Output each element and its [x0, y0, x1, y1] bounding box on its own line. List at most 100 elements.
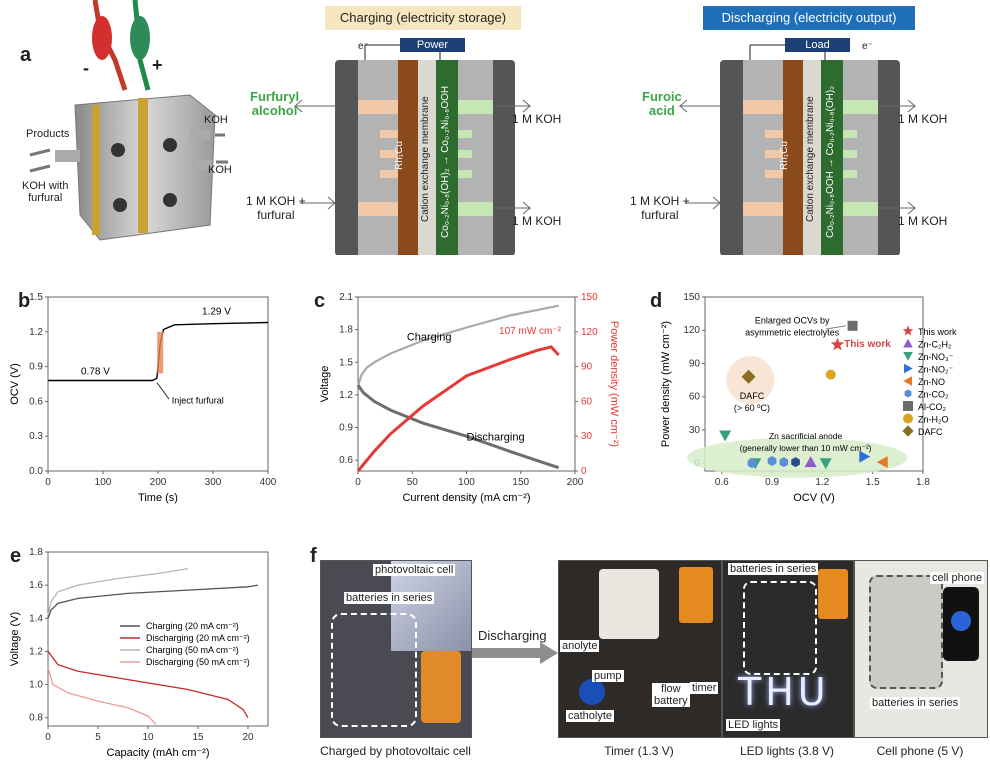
- sign-minus: -: [83, 58, 89, 78]
- inject-pointer: [156, 382, 170, 400]
- thu-led-text: THU: [738, 670, 830, 714]
- annotation-inject: Inject furfural: [172, 396, 224, 406]
- x-axis-label: OCV (V): [793, 492, 835, 504]
- scatter-point: [859, 450, 871, 463]
- charging-header: Charging (electricity storage): [325, 6, 521, 30]
- annotation-107: 107 mW cm⁻²: [499, 326, 562, 337]
- y2-tick-label: 120: [581, 327, 598, 338]
- scatter-point: [747, 458, 757, 469]
- legend-label: Zn-NO: [918, 377, 945, 387]
- scatter-point: [741, 369, 756, 384]
- out-koh-2: 1 M KOH: [512, 214, 562, 228]
- x-axis-label: Current density (mA cm⁻²): [402, 492, 530, 504]
- y-axis-label: Voltage: [319, 366, 331, 403]
- series-line-3: [47, 667, 157, 725]
- series-line-1: [47, 651, 249, 719]
- y-axis-label: Voltage (V): [9, 612, 21, 666]
- panel-label-c: c: [314, 290, 326, 312]
- enlarged-pointer: [825, 325, 846, 330]
- power-box: Power: [400, 38, 465, 52]
- y2-axis-label: Power density (mW cm⁻²): [608, 321, 620, 447]
- anode-label-discharging: Co₀.₂Ni₀.₈OOH → Co₀.₂Ni₀.₈(OH)₂: [825, 85, 836, 238]
- caption-photovoltaic: Charged by photovoltaic cell: [320, 744, 471, 758]
- label-timer: timer: [690, 682, 719, 694]
- series-line-0: [47, 584, 259, 619]
- x-tick-label: 5: [95, 732, 101, 743]
- legend-label: Zn-C₂H₂: [918, 340, 952, 350]
- y-tick-label: 0.3: [29, 431, 43, 442]
- legend-label: Zn-CO₂: [918, 390, 949, 400]
- legend-marker: [903, 352, 913, 361]
- y-axis-label: OCV (V): [9, 363, 21, 405]
- panel-label-d: d: [650, 290, 663, 312]
- legend-label: Discharging (50 mA cm⁻²): [146, 657, 250, 667]
- y-tick-label: 2.1: [339, 292, 353, 303]
- load-box: Load: [785, 38, 850, 52]
- legend-label: This work: [918, 327, 957, 337]
- x-tick-label: 150: [512, 477, 529, 488]
- photo-cellphone: [854, 560, 988, 738]
- y-tick-label: 1.4: [29, 613, 43, 624]
- y2-tick-label: 150: [581, 292, 598, 303]
- scatter-point: [819, 458, 832, 470]
- charging-schematic: [293, 44, 532, 255]
- y-tick-label: 0.8: [29, 713, 43, 724]
- out-koh-1: 1 M KOH: [512, 112, 562, 126]
- annotation-078: 0.78 V: [81, 367, 110, 378]
- chart-e: 0 5 10 15 20 0.8 1.0 1.2 1.4 1.6 1.8 Capacity (mAh …: [9, 547, 269, 759]
- y-tick-label: 0.9: [339, 423, 353, 434]
- label-catholyte: catholyte: [566, 710, 615, 722]
- caption-cellphone: Cell phone (5 V): [876, 744, 964, 758]
- anode-label-charging: Co₀.₂Ni₀.₈(OH)₂ → Co₀.₂Ni₀.₈OOH: [440, 85, 451, 238]
- y-tick-label: 1.8: [339, 325, 353, 336]
- photo-timer: [558, 560, 722, 738]
- legend-marker: [903, 338, 913, 348]
- y-tick-label: 30: [689, 425, 701, 436]
- legend-label: Zn-H₂O: [918, 415, 949, 425]
- x-tick-label: 10: [142, 732, 154, 743]
- annotation-dafc: DAFC (> 60 ºC): [734, 391, 770, 413]
- axes-frame: [357, 296, 576, 472]
- label-discharging-arrow: Discharging: [478, 628, 547, 643]
- x-tick-label: 15: [192, 732, 204, 743]
- y-axis-label: Power density (mW cm⁻²): [660, 321, 672, 447]
- y2-tick-label: 90: [581, 362, 593, 373]
- x-axis-label: Time (s): [138, 492, 178, 504]
- device-photo: [29, 0, 228, 241]
- discharge-product-label: Furoic acid: [642, 89, 682, 118]
- caption-led: LED lights (3.8 V): [739, 744, 835, 758]
- panel-label-e: e: [10, 545, 22, 567]
- sign-plus: +: [152, 55, 163, 75]
- y2-tick-label: 0: [581, 466, 587, 477]
- y-tick-label: 0.0: [29, 466, 43, 477]
- y-tick-label: 0.6: [339, 455, 353, 466]
- chart-b: 0 100 200 300 400 0.0 0.3 0.6 0.9 1.2 1.5 Time (s) O…: [9, 292, 277, 504]
- y2-tick-label: 30: [581, 431, 593, 442]
- in-koh-furfural-2: 1 M KOH + furfural: [630, 194, 690, 222]
- y-tick-label: 1.8: [29, 547, 43, 558]
- legend-marker: [904, 389, 912, 398]
- power-line: [356, 345, 560, 472]
- scatter-point: [719, 430, 732, 442]
- zn-sacrificial-region: [687, 437, 908, 478]
- legend-label: Al-CO₂: [918, 402, 946, 412]
- legend-label: Charging (20 mA cm⁻²): [146, 621, 239, 631]
- x-tick-label: 300: [205, 477, 222, 488]
- label-pump: pump: [592, 670, 624, 682]
- label-anolyte: anolyte: [560, 640, 600, 652]
- legend-marker: [904, 363, 913, 374]
- charge-product-label: Furfuryl alcohol: [250, 89, 300, 118]
- x-tick-label: 0.9: [765, 477, 779, 488]
- scatter-point: [876, 456, 888, 469]
- label-koh-furfural: KOH with furfural: [22, 180, 69, 204]
- x-tick-label: 20: [242, 732, 254, 743]
- in-koh-furfural-1: 1 M KOH + furfural: [246, 194, 306, 222]
- x-tick-label: 1.2: [815, 477, 829, 488]
- x-tick-label: 200: [567, 477, 584, 488]
- cathode-label-charging: Rh₁Cu: [394, 141, 405, 170]
- annotation-zn-sacrificial: Zn sacrificial anode (generally lower tha…: [740, 431, 872, 453]
- scatter-point: [830, 337, 845, 351]
- chart-d: 0.60.91.21.51.80306090120150OCV (V)Power…: [660, 292, 957, 504]
- x-tick-label: 0: [45, 732, 51, 743]
- scatter-point: [779, 457, 789, 468]
